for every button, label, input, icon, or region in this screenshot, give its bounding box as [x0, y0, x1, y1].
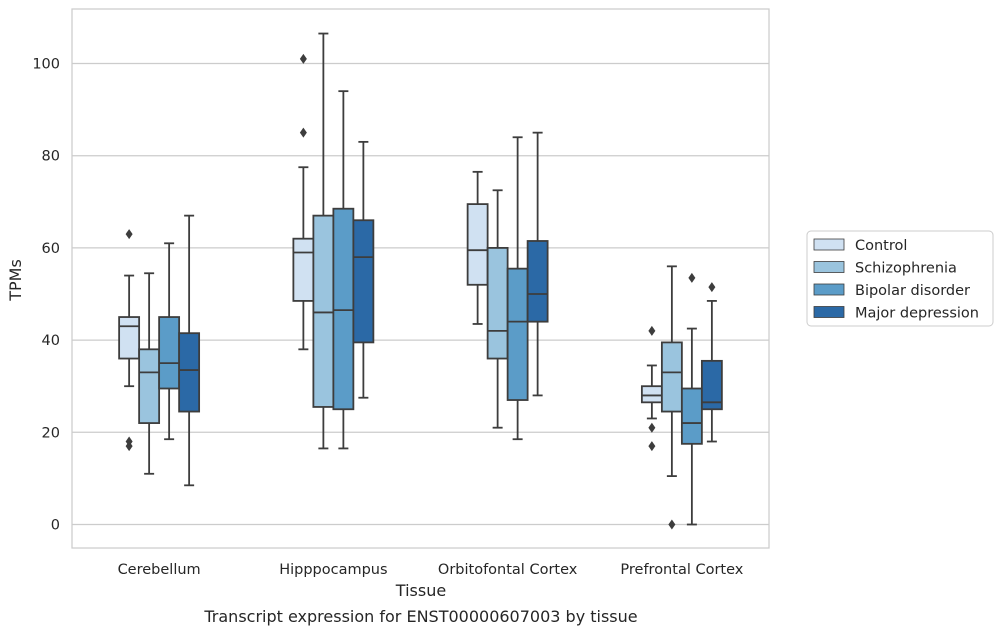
outlier-point — [125, 441, 133, 452]
outlier-point — [125, 229, 133, 240]
box-body — [178, 332, 201, 413]
x-tick-label: Cerebellum — [118, 562, 201, 578]
box-control — [466, 170, 489, 325]
box-major-depression — [178, 214, 201, 487]
box-body — [680, 387, 703, 445]
box-control — [118, 229, 141, 452]
legend-swatch — [813, 261, 845, 273]
x-tick-label: Orbitofontal Cortex — [438, 562, 578, 578]
legend: Control Schizophrenia Bipolar disorder Majo… — [806, 230, 994, 327]
outlier-point — [648, 422, 656, 433]
box-body — [526, 240, 549, 323]
legend-label: Control — [855, 238, 907, 254]
box-body — [640, 385, 663, 404]
box-control — [640, 325, 663, 452]
box-schizophrenia — [486, 189, 509, 429]
outlier-point — [668, 519, 676, 530]
x-tick-label: Hipppocampus — [279, 562, 387, 578]
outlier-point — [708, 282, 716, 293]
box-body — [332, 207, 355, 411]
box-control — [292, 53, 315, 351]
box-bipolar-disorder — [680, 272, 703, 526]
box-major-depression — [352, 140, 375, 399]
box-body — [700, 359, 723, 411]
box-schizophrenia — [660, 265, 683, 530]
y-tick-label: 40 — [42, 333, 60, 349]
box-bipolar-disorder — [506, 136, 529, 441]
outlier-point — [299, 127, 307, 138]
box-body — [466, 203, 489, 286]
y-axis-title: TPMs — [6, 259, 25, 302]
box-bipolar-disorder — [332, 90, 355, 450]
box-body — [118, 316, 141, 360]
legend-label: Major depression — [855, 306, 979, 322]
box-body — [486, 246, 509, 360]
box-series — [118, 32, 723, 530]
box-major-depression — [526, 131, 549, 397]
y-axis-ticks: 0 20 40 60 80 100 — [32, 57, 60, 534]
box-body — [660, 341, 683, 413]
box-major-depression — [700, 282, 723, 443]
box-body — [292, 237, 315, 302]
box-body — [158, 316, 181, 390]
legend-swatch — [813, 238, 845, 251]
x-tick-label: Prefrontal Cortex — [620, 562, 743, 578]
y-tick-label: 80 — [42, 149, 60, 165]
y-tick-label: 60 — [42, 241, 60, 257]
box-body — [312, 214, 335, 408]
box-body — [352, 219, 375, 344]
legend-swatch — [813, 283, 845, 296]
x-axis-title: Tissue — [395, 581, 446, 600]
legend-frame — [806, 230, 994, 327]
outlier-point — [299, 53, 307, 64]
outlier-point — [688, 272, 696, 283]
legend-label: Schizophrenia — [855, 261, 957, 277]
chart-caption: Transcript expression for ENST0000060700… — [203, 607, 637, 626]
y-tick-label: 100 — [32, 57, 60, 73]
legend-label: Bipolar disorder — [855, 283, 970, 299]
x-axis-ticks: Cerebellum Hipppocampus Orbitofontal Corte… — [118, 562, 744, 578]
outlier-point — [648, 441, 656, 452]
y-tick-label: 0 — [51, 518, 60, 534]
plot-frame — [71, 8, 770, 549]
box-body — [138, 348, 161, 424]
y-tick-label: 20 — [42, 425, 60, 441]
outlier-point — [648, 325, 656, 336]
legend-swatch — [813, 306, 845, 318]
box-body — [506, 267, 529, 401]
plot-area — [72, 9, 769, 548]
